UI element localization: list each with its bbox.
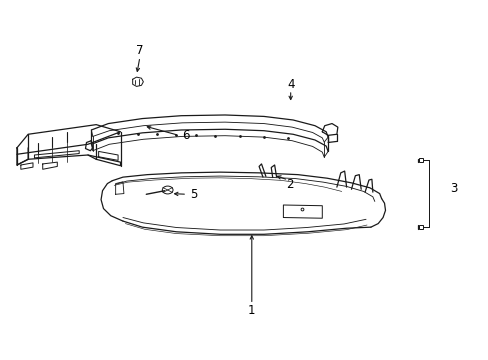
Text: 5: 5 [190,188,197,201]
Text: 4: 4 [286,78,294,91]
Text: 1: 1 [247,303,255,316]
Text: 6: 6 [182,129,189,142]
Text: 2: 2 [285,178,293,191]
Text: 3: 3 [449,183,456,195]
Text: 7: 7 [136,44,143,57]
